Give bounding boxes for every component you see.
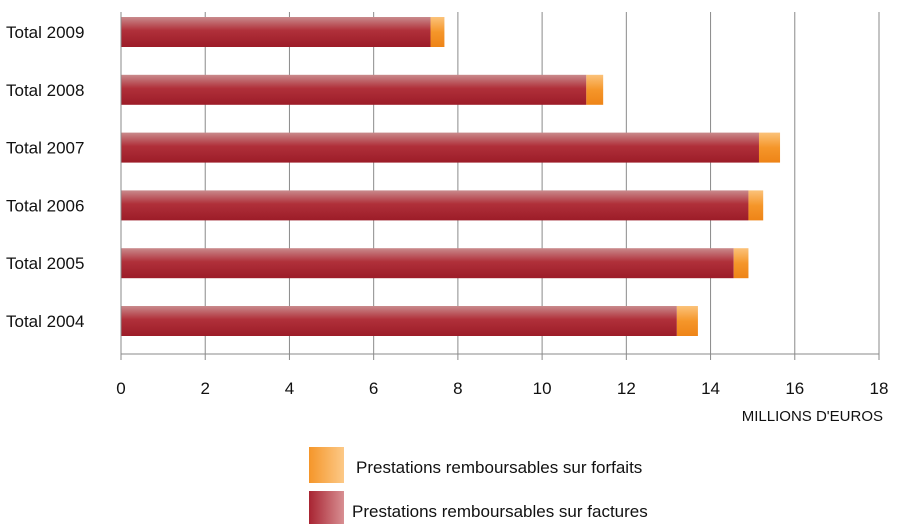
x-tick-label-4: 4 — [285, 379, 294, 398]
category-label-total-2004: Total 2004 — [6, 312, 84, 331]
legend-swatch-prestations-remboursables-sur-factures — [309, 491, 344, 524]
x-tick-label-12: 12 — [617, 379, 636, 398]
bar-total-2005-series-1 — [121, 248, 734, 279]
bar-total-2009-series-1 — [121, 17, 431, 47]
x-tick-label-18: 18 — [870, 379, 889, 398]
category-label-total-2005: Total 2005 — [6, 254, 84, 273]
x-tick-label-8: 8 — [453, 379, 462, 398]
x-tick-label-6: 6 — [369, 379, 378, 398]
legend: Prestations remboursables sur forfaits Pr… — [309, 447, 648, 524]
bar-total-2008-series-2 — [586, 74, 604, 105]
x-tick-label-16: 16 — [785, 379, 804, 398]
legend-label-prestations-remboursables-sur-forfaits: Prestations remboursables sur forfaits — [356, 458, 642, 477]
x-tick-label-0: 0 — [116, 379, 125, 398]
category-label-total-2009: Total 2009 — [6, 23, 84, 42]
gridlines — [204, 12, 880, 354]
bar-total-2009-series-2 — [430, 17, 445, 47]
legend-label-prestations-remboursables-sur-factures: Prestations remboursables sur factures — [352, 502, 648, 521]
bar-total-2005-series-2 — [733, 248, 749, 279]
bars — [121, 17, 781, 336]
x-tick-label-10: 10 — [533, 379, 552, 398]
category-label-total-2007: Total 2007 — [6, 139, 84, 158]
bar-total-2006-series-2 — [748, 190, 764, 221]
x-tick-label-2: 2 — [200, 379, 209, 398]
bar-total-2007-series-1 — [121, 132, 759, 163]
x-axis: 0 2 4 6 8 10 12 14 16 18 MILLIONS D'EUROS — [116, 12, 888, 425]
bar-total-2008-series-1 — [121, 74, 587, 105]
bar-total-2004-series-2 — [676, 306, 698, 336]
bar-total-2006-series-1 — [121, 190, 749, 221]
category-label-total-2008: Total 2008 — [6, 81, 84, 100]
x-tick-label-14: 14 — [701, 379, 720, 398]
bar-total-2007-series-2 — [758, 132, 781, 163]
bar-total-2004-series-1 — [121, 306, 677, 336]
legend-swatch-prestations-remboursables-sur-forfaits — [309, 447, 344, 483]
category-label-total-2006: Total 2006 — [6, 196, 84, 215]
category-labels: Total 2009 Total 2008 Total 2007 Total 2006… — [6, 23, 84, 331]
x-axis-title: MILLIONS D'EUROS — [742, 408, 883, 425]
